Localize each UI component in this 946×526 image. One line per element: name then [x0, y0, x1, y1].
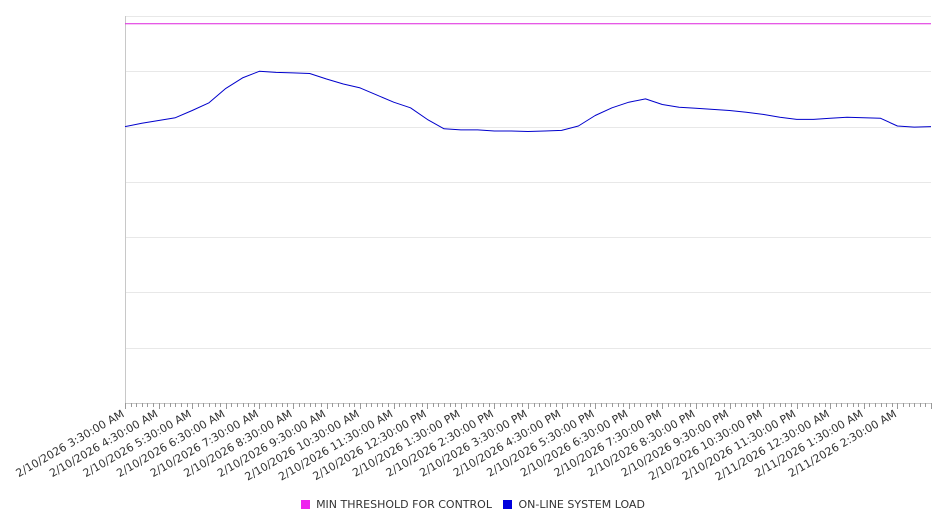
- chart-legend: MIN THRESHOLD FOR CONTROL ON-LINE SYSTEM…: [0, 498, 946, 512]
- legend-label-system-load: ON-LINE SYSTEM LOAD: [518, 498, 645, 511]
- legend-swatch-min-threshold: [301, 500, 311, 509]
- chart-series: [124, 23, 932, 132]
- legend-item-min-threshold: MIN THRESHOLD FOR CONTROL: [301, 498, 492, 511]
- series-line-system-load: [124, 70, 932, 132]
- legend-item-system-load: ON-LINE SYSTEM LOAD: [503, 498, 645, 511]
- x-tick-labels: 2/10/2026 3:30:00 AM2/10/2026 4:30:00 AM…: [14, 407, 899, 483]
- chart-axes: [125, 16, 932, 409]
- legend-label-min-threshold: MIN THRESHOLD FOR CONTROL: [316, 498, 492, 511]
- chart-grid: [125, 16, 931, 349]
- legend-swatch-system-load: [503, 500, 513, 509]
